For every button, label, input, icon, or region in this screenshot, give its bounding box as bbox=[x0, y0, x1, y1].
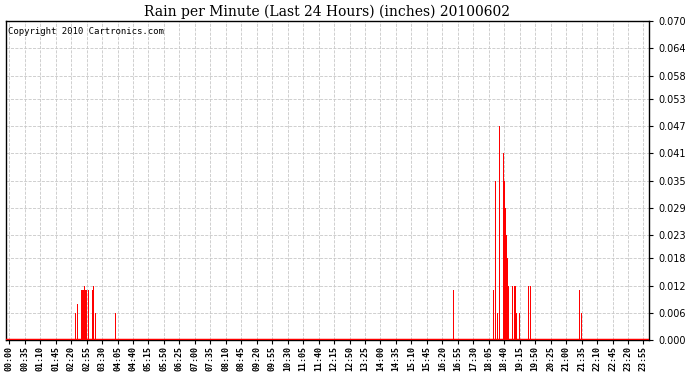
Title: Rain per Minute (Last 24 Hours) (inches) 20100602: Rain per Minute (Last 24 Hours) (inches)… bbox=[144, 4, 511, 18]
Text: Copyright 2010 Cartronics.com: Copyright 2010 Cartronics.com bbox=[8, 27, 164, 36]
